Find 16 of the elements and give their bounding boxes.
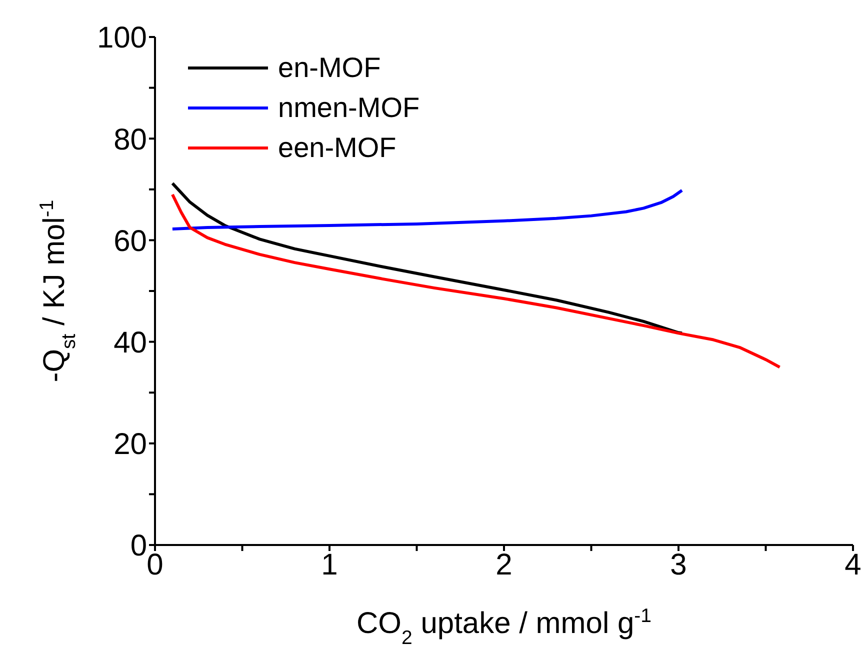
y-tick-label: 20 xyxy=(114,428,147,462)
legend-label: een-MOF xyxy=(278,131,396,165)
x-tick-label: 4 xyxy=(844,548,862,582)
line-series xyxy=(170,188,684,231)
legend-label: nmen-MOF xyxy=(278,91,420,125)
x-tick-label: 1 xyxy=(321,548,338,582)
y-tick-label: 80 xyxy=(114,123,147,156)
line-series xyxy=(170,182,684,335)
legend-label: en-MOF xyxy=(278,51,381,85)
y-tick-label: 40 xyxy=(114,326,147,360)
y-tick-label: 60 xyxy=(114,224,147,258)
y-tick-label: 100 xyxy=(96,22,147,55)
x-tick-label: 3 xyxy=(670,548,687,582)
line-series xyxy=(170,192,782,369)
x-tick-label: 2 xyxy=(496,548,512,582)
x-axis-title: CO$_{2}$ uptake / mmol g$^{-1}$ xyxy=(356,605,652,649)
